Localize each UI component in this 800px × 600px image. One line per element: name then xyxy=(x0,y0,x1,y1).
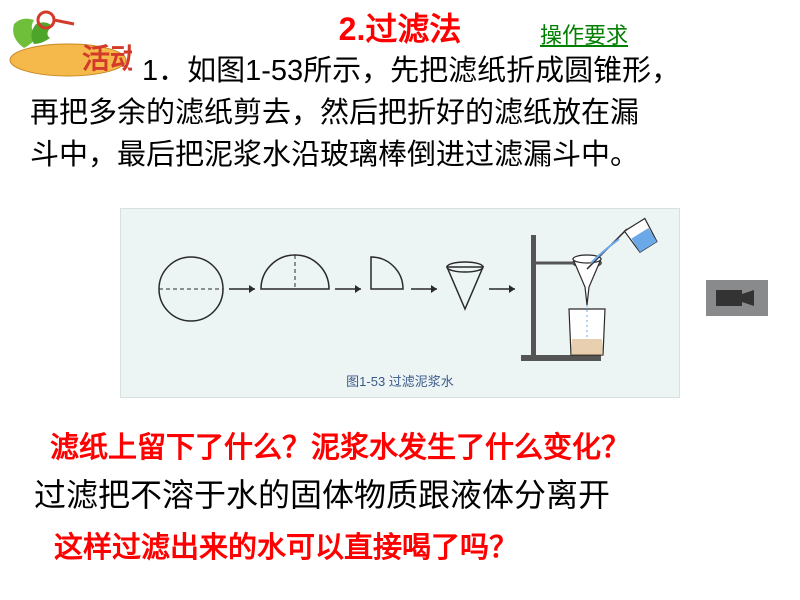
body-paragraph: 1．如图1-53所示，先把滤纸折成圆锥形， 再把多余的滤纸剪去，然后把折好的滤纸… xyxy=(30,50,770,176)
diagram-caption: 图1-53 过滤泥浆水 xyxy=(121,371,679,390)
body-line-1: 1．如图1-53所示，先把滤纸折成圆锥形， xyxy=(30,50,770,92)
question-2: 这样过滤出来的水可以直接喝了吗？ xyxy=(54,524,518,566)
filtration-apparatus-icon xyxy=(521,218,659,361)
operation-requirement-link[interactable]: 操作要求 xyxy=(540,18,628,50)
question-1: 滤纸上留下了什么？泥浆水发生了什么变化？ xyxy=(50,424,630,466)
body-line-3: 斗中，最后把泥浆水沿玻璃棒倒进过滤漏斗中。 xyxy=(30,134,770,176)
body-line-2: 再把多余的滤纸剪去，然后把折好的滤纸放在漏 xyxy=(30,92,770,134)
filtration-diagram: 图1-53 过滤泥浆水 xyxy=(120,208,680,398)
video-camera-button[interactable] xyxy=(706,280,768,316)
page-title: 2.过滤法 xyxy=(339,4,462,50)
key-statement: 过滤把不溶于水的固体物质跟液体分离开 xyxy=(34,470,610,516)
